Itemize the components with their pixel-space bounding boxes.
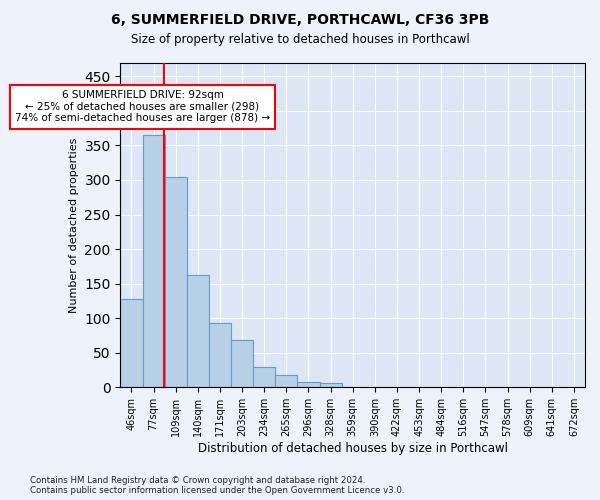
- Bar: [143, 135, 164, 388]
- Bar: [253, 366, 275, 388]
- Bar: [231, 340, 253, 388]
- Text: Size of property relative to detached houses in Porthcawl: Size of property relative to detached ho…: [131, 32, 469, 46]
- Text: 6 SUMMERFIELD DRIVE: 92sqm
← 25% of detached houses are smaller (298)
74% of sem: 6 SUMMERFIELD DRIVE: 92sqm ← 25% of deta…: [15, 90, 270, 124]
- Y-axis label: Number of detached properties: Number of detached properties: [69, 137, 79, 312]
- X-axis label: Distribution of detached houses by size in Porthcawl: Distribution of detached houses by size …: [198, 442, 508, 455]
- Bar: [298, 382, 320, 388]
- Bar: [187, 274, 209, 388]
- Bar: [209, 323, 231, 388]
- Text: 6, SUMMERFIELD DRIVE, PORTHCAWL, CF36 3PB: 6, SUMMERFIELD DRIVE, PORTHCAWL, CF36 3P…: [111, 12, 489, 26]
- Bar: [320, 382, 341, 388]
- Text: Contains HM Land Registry data © Crown copyright and database right 2024.
Contai: Contains HM Land Registry data © Crown c…: [30, 476, 404, 495]
- Bar: [121, 299, 143, 388]
- Bar: [164, 176, 187, 388]
- Bar: [275, 375, 298, 388]
